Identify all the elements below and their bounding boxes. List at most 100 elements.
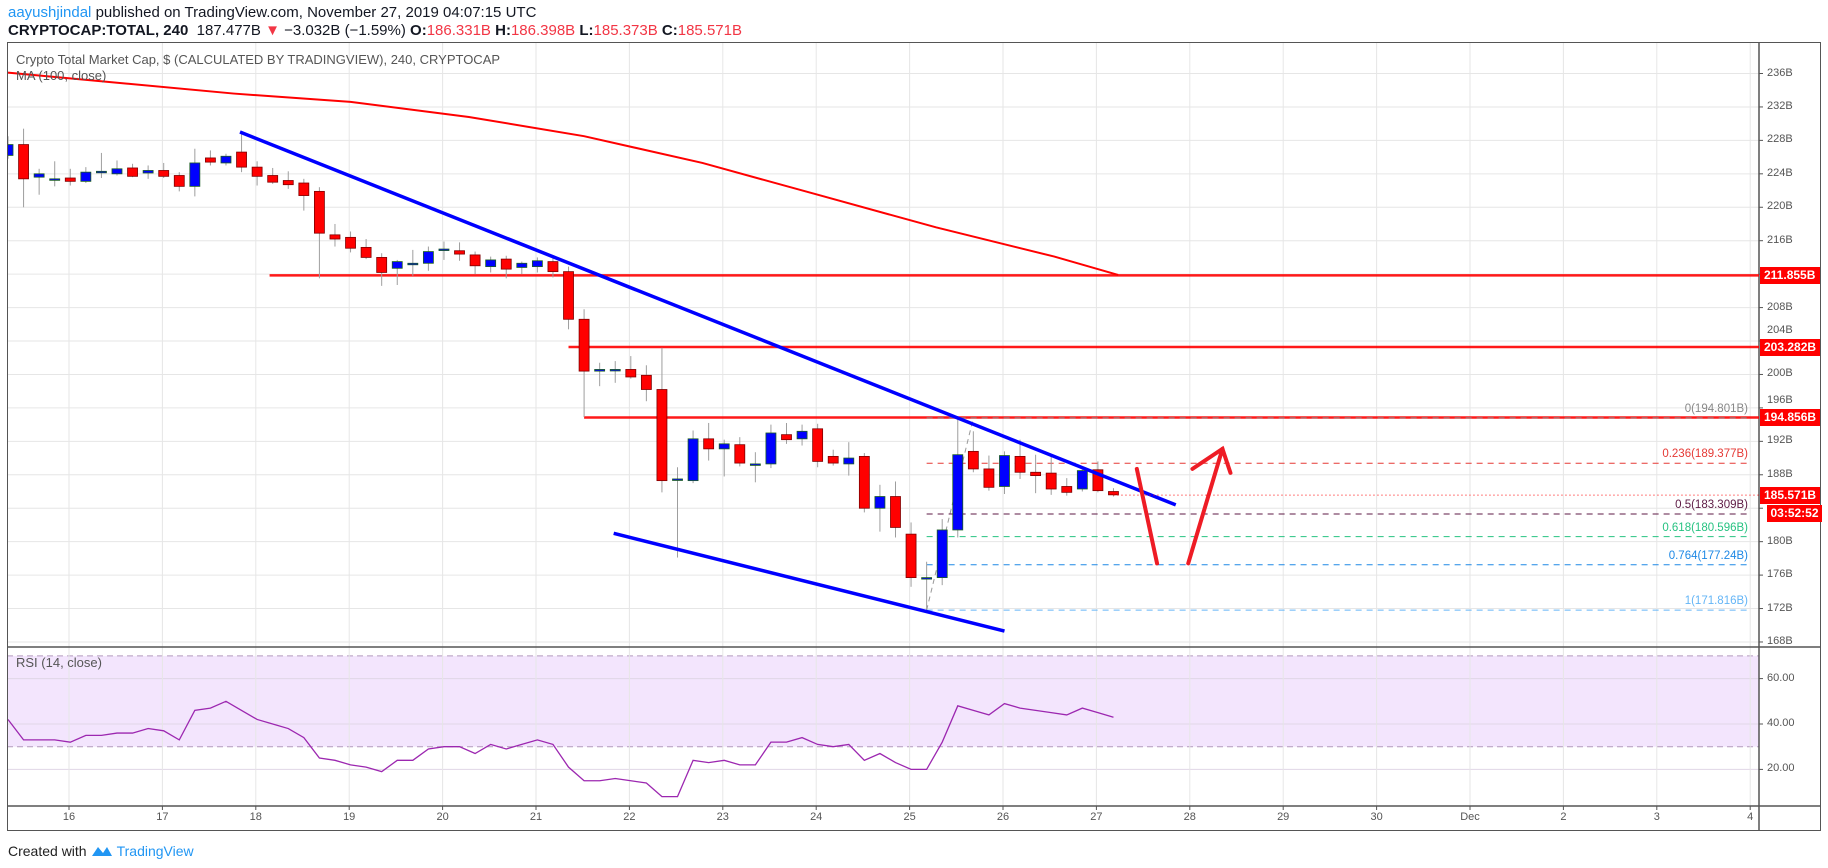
candle-down — [18, 144, 29, 180]
candle-down — [236, 151, 247, 168]
candle-down — [703, 438, 715, 450]
candle-up — [33, 173, 45, 178]
candle-down — [329, 234, 341, 240]
rsi-tick-label: 20.00 — [1767, 762, 1795, 775]
tradingview-logo-icon — [91, 847, 112, 856]
time-tick-label: 24 — [810, 811, 823, 823]
candle-down — [251, 166, 263, 177]
candle-down — [983, 468, 995, 488]
time-tick-label: 21 — [529, 811, 543, 823]
price-tick-label: 192B — [1767, 434, 1793, 447]
candle-down — [282, 180, 294, 186]
price-tick-label: 176B — [1767, 568, 1793, 581]
candle-up — [189, 162, 201, 187]
rsi-tick-label: 40.00 — [1767, 717, 1795, 729]
candle-down — [127, 167, 138, 177]
price-pane — [7, 71, 1759, 633]
candle-down — [205, 157, 216, 163]
candle-up — [594, 369, 606, 372]
candle-down — [500, 258, 512, 270]
candle-down — [298, 182, 310, 196]
time-tick-label: 30 — [1370, 811, 1383, 823]
footer: Created with TradingView — [8, 843, 194, 859]
tradingview-link[interactable]: TradingView — [116, 843, 194, 859]
author-link[interactable]: aayushjindal — [8, 4, 92, 21]
symbol: CRYPTOCAP:TOTAL, 240 — [8, 22, 189, 39]
last-price: 187.477B — [196, 22, 261, 39]
candle-down — [376, 257, 388, 273]
candle-down — [656, 389, 668, 482]
candle-up — [1076, 470, 1088, 490]
lower-channel-trendline — [613, 531, 1005, 633]
candle-up — [687, 438, 699, 482]
open-value: 186.331B — [426, 22, 491, 39]
candle-up — [796, 430, 808, 440]
price-tick-label: 168B — [1767, 634, 1793, 647]
price-level-tag: 203.282B — [1760, 339, 1820, 357]
candle-up — [531, 260, 543, 268]
candle-up — [438, 248, 450, 251]
time-tick-label: 17 — [156, 811, 169, 823]
candle-down — [967, 450, 979, 470]
time-tick-label: 4 — [1747, 811, 1754, 823]
fib-level-label: 0(194.801B) — [1684, 402, 1748, 415]
price-change: −3.032B (−1.59%) — [284, 22, 406, 39]
candle-up — [96, 170, 107, 174]
fib-level-label: 0.5(183.309B) — [1675, 498, 1748, 511]
high-value: 186.398B — [510, 22, 576, 39]
price-level-tag: 211.855B — [1760, 267, 1820, 285]
time-tick-label: Dec — [1460, 811, 1480, 823]
candle-down — [547, 261, 559, 273]
candle-up — [843, 457, 855, 465]
rsi-band — [7, 655, 1759, 747]
time-tick-label: 3 — [1653, 811, 1660, 823]
candle-up — [749, 463, 761, 466]
price-tick-label: 208B — [1767, 300, 1793, 313]
low-label: L: — [579, 22, 594, 39]
down-arrow-icon: ▼ — [265, 22, 280, 39]
price-tick-label: 220B — [1767, 200, 1793, 213]
candle-down — [578, 318, 590, 372]
ma-legend[interactable]: MA (100, close) — [16, 68, 107, 83]
ma100-line — [7, 71, 1119, 276]
candle-down — [267, 175, 279, 183]
candle-down — [313, 190, 325, 234]
close-label: C: — [661, 22, 678, 39]
candle-down — [173, 175, 185, 187]
price-tick-label: 200B — [1767, 367, 1793, 380]
time-tick-label: 28 — [1183, 811, 1196, 823]
candle-down — [905, 533, 917, 579]
projection-arrow — [1186, 446, 1225, 566]
candle-down — [781, 434, 792, 441]
chart-legend-title: Crypto Total Market Cap, $ (CALCULATED B… — [16, 52, 501, 67]
candle-up — [111, 168, 123, 175]
candle-down — [858, 455, 870, 509]
arrow-head-icon — [1190, 445, 1233, 475]
candle-up — [921, 577, 933, 580]
price-tick-label: 224B — [1767, 166, 1793, 179]
time-tick-label: 29 — [1277, 811, 1290, 823]
candle-up — [999, 455, 1010, 487]
candle-down — [563, 271, 574, 320]
price-tick-label: 216B — [1767, 233, 1793, 246]
candle-up — [422, 251, 434, 264]
rsi-legend[interactable]: RSI (14, close) — [16, 655, 102, 670]
candle-up — [936, 529, 948, 579]
time-tick-label: 2 — [1560, 811, 1567, 823]
fib-level-label: 0.764(177.24B) — [1668, 549, 1748, 562]
candle-up — [874, 496, 886, 509]
publish-text: published on TradingView.com, November 2… — [91, 4, 537, 21]
candle-up — [7, 144, 14, 156]
candle-up — [516, 262, 528, 268]
last-price-tag: 185.571B — [1760, 487, 1820, 505]
chart-frame — [7, 42, 1821, 831]
price-tick-label: 172B — [1767, 601, 1793, 614]
candle-down — [158, 170, 170, 177]
time-tick-label: 18 — [249, 811, 262, 823]
candle-down — [1061, 486, 1073, 493]
candle-down — [1045, 472, 1057, 490]
candle-up — [220, 155, 232, 164]
symbol-info: CRYPTOCAP:TOTAL, 240 187.477B ▼ −3.032B … — [8, 22, 742, 39]
fib-trend-line — [926, 417, 974, 611]
